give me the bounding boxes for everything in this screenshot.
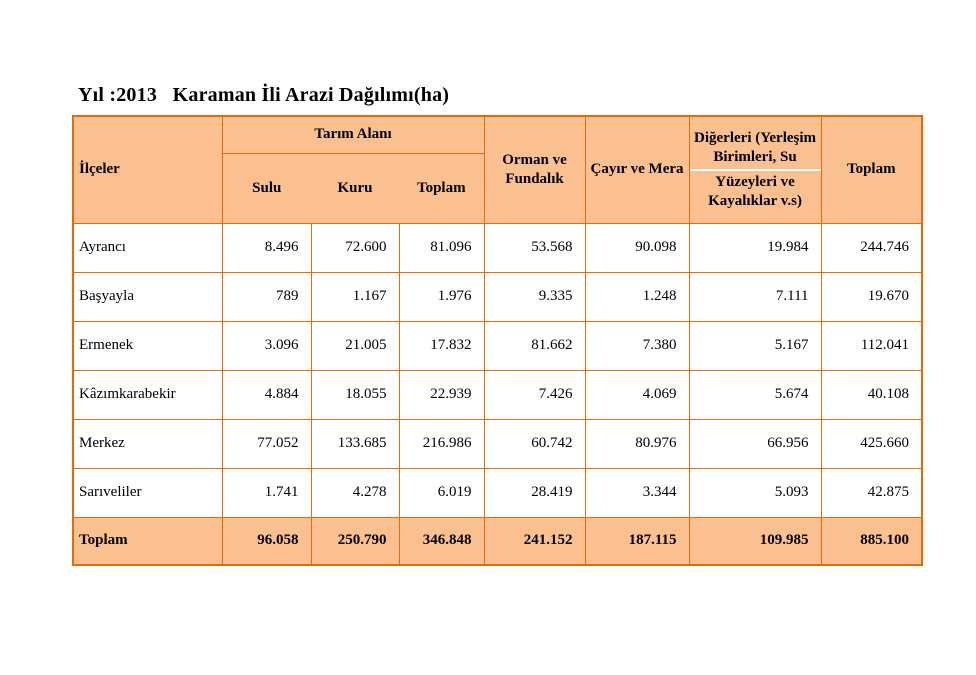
area-value: 1.976 xyxy=(398,271,485,322)
area-value: 40.108 xyxy=(820,369,923,420)
area-value: 9.335 xyxy=(483,271,586,322)
area-value: 789 xyxy=(221,271,312,322)
area-value: 7.111 xyxy=(688,271,822,322)
total-value: 241.152 xyxy=(483,516,586,566)
district-name: Ermenek xyxy=(72,320,223,371)
header-irrigated: Sulu xyxy=(222,153,311,224)
area-value: 3.096 xyxy=(221,320,312,371)
area-value: 112.041 xyxy=(820,320,923,371)
district-name: Merkez xyxy=(72,418,223,469)
table-body: Ayrancı 8.496 72.600 81.096 53.568 90.098 19.9… xyxy=(72,222,923,518)
area-value: 4.278 xyxy=(310,467,400,518)
area-value: 3.344 xyxy=(584,467,690,518)
district-row: Ermenek 3.096 21.005 17.832 81.662 7.380 5.167… xyxy=(72,320,923,371)
area-value: 72.600 xyxy=(310,222,400,273)
area-value: 1.167 xyxy=(310,271,400,322)
district-name: Kâzımkarabekir xyxy=(72,369,223,420)
area-value: 216.986 xyxy=(398,418,485,469)
area-value: 425.660 xyxy=(820,418,923,469)
area-value: 133.685 xyxy=(310,418,400,469)
district-row: Merkez 77.052 133.685 216.986 60.742 80.976 66… xyxy=(72,418,923,469)
area-value: 17.832 xyxy=(398,320,485,371)
area-value: 53.568 xyxy=(483,222,586,273)
header-others-bottom-text: Yüzeyleri ve Kayalıklar v.s) xyxy=(708,173,802,209)
district-row: Kâzımkarabekir 4.884 18.055 22.939 7.426 4.06… xyxy=(72,369,923,420)
area-value: 66.956 xyxy=(688,418,822,469)
header-row-sub: Sulu Kuru Toplam xyxy=(73,153,922,224)
header-farm-area-group: Tarım Alanı xyxy=(221,115,485,154)
area-value: 7.380 xyxy=(584,320,690,371)
total-value: 885.100 xyxy=(820,516,923,566)
header-grand-total: Toplam xyxy=(820,115,923,224)
area-value: 80.976 xyxy=(584,418,690,469)
area-value: 60.742 xyxy=(483,418,586,469)
page-title: Yıl :2013 Karaman İli Arazi Dağılımı(ha) xyxy=(78,84,450,106)
area-value: 42.875 xyxy=(820,467,923,518)
area-value: 7.426 xyxy=(483,369,586,420)
header-dry: Kuru xyxy=(311,153,399,224)
area-value: 6.019 xyxy=(398,467,485,518)
area-value: 1.741 xyxy=(221,467,312,518)
total-value: 250.790 xyxy=(310,516,400,566)
area-value: 4.884 xyxy=(221,369,312,420)
header-farm-total: Toplam xyxy=(399,153,485,224)
area-value: 21.005 xyxy=(310,320,400,371)
header-others: Diğerleri (Yerleşim Birimleri, Su Yüzeyl… xyxy=(688,115,822,224)
district-name: Ayrancı xyxy=(72,222,223,273)
total-row: Toplam 96.058 250.790 346.848 241.152 187.115… xyxy=(72,516,923,566)
area-value: 244.746 xyxy=(820,222,923,273)
area-value: 5.674 xyxy=(688,369,822,420)
header-others-top-text: Diğerleri (Yerleşim Birimleri, Su xyxy=(690,128,821,171)
area-value: 4.069 xyxy=(584,369,690,420)
district-row: Başyayla 789 1.167 1.976 9.335 1.248 7.111 19.6… xyxy=(72,271,923,322)
table-header: İlçeler Tarım Alanı Orman ve Fundalık Ça… xyxy=(72,115,923,224)
total-value: 96.058 xyxy=(221,516,312,566)
area-value: 18.055 xyxy=(310,369,400,420)
total-value: 109.985 xyxy=(688,516,822,566)
district-name: Başyayla xyxy=(72,271,223,322)
area-value: 5.093 xyxy=(688,467,822,518)
area-value: 1.248 xyxy=(584,271,690,322)
district-row: Sarıveliler 1.741 4.278 6.019 28.419 3.344 5.0… xyxy=(72,467,923,518)
header-forest-shrubland: Orman ve Fundalık xyxy=(483,115,586,224)
district-row: Ayrancı 8.496 72.600 81.096 53.568 90.098 19.9… xyxy=(72,222,923,273)
table-footer: Toplam 96.058 250.790 346.848 241.152 187.115… xyxy=(72,516,923,566)
total-value: 187.115 xyxy=(584,516,690,566)
area-value: 19.984 xyxy=(688,222,822,273)
area-value: 28.419 xyxy=(483,467,586,518)
total-value: 346.848 xyxy=(398,516,485,566)
header-districts: İlçeler xyxy=(72,115,223,224)
area-value: 81.662 xyxy=(483,320,586,371)
area-value: 19.670 xyxy=(820,271,923,322)
district-name: Sarıveliler xyxy=(72,467,223,518)
area-value: 5.167 xyxy=(688,320,822,371)
header-row-top: İlçeler Tarım Alanı Orman ve Fundalık Ça… xyxy=(72,115,923,224)
land-distribution-table: İlçeler Tarım Alanı Orman ve Fundalık Ça… xyxy=(72,115,924,566)
total-label: Toplam xyxy=(72,516,223,566)
area-value: 81.096 xyxy=(398,222,485,273)
area-value: 90.098 xyxy=(584,222,690,273)
header-meadow-pasture: Çayır ve Mera xyxy=(584,115,690,224)
area-value: 22.939 xyxy=(398,369,485,420)
area-value: 8.496 xyxy=(221,222,312,273)
area-value: 77.052 xyxy=(221,418,312,469)
